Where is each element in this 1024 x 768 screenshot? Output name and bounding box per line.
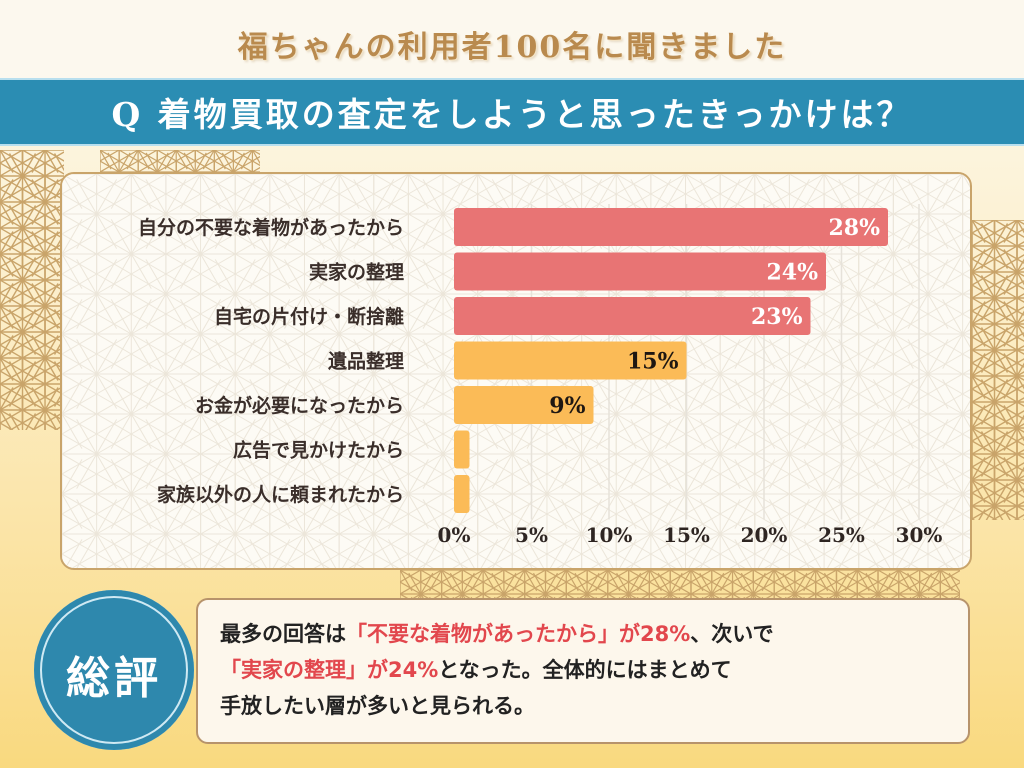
asanoha-bottom-decoration <box>400 570 960 600</box>
category-label: 遺品整理 <box>328 350 404 373</box>
asanoha-top-decoration <box>100 150 260 174</box>
summary-highlight-2: 「実家の整理」が24% <box>220 658 439 682</box>
asanoha-right-decoration <box>972 220 1024 520</box>
bar <box>454 475 470 513</box>
data-label: 23% <box>751 304 803 330</box>
category-label: 広告で見かけたから <box>233 439 404 462</box>
summary-line-1-text: 最多の回答は <box>220 622 346 646</box>
category-label: 実家の整理 <box>309 261 404 284</box>
bar <box>454 430 470 469</box>
bar <box>454 208 888 246</box>
summary-badge: 総評 <box>34 590 194 750</box>
x-tick-label: 15% <box>663 523 710 547</box>
bar <box>454 252 826 291</box>
summary-line-3: 手放したい層が多いと見られる。 <box>220 694 535 718</box>
bar <box>454 341 687 380</box>
x-tick-label: 30% <box>896 523 943 547</box>
top-band <box>0 0 1024 78</box>
category-label: 自分の不要な着物があったから <box>138 216 404 239</box>
bar-chart: 自分の不要な着物があったから 28% 実家の整理 24% 自宅の片付け・断捨離 23% 遺品… <box>138 204 943 547</box>
summary-box: 最多の回答は「不要な着物があったから」が28%、次いで 「実家の整理」が24%と… <box>196 598 970 744</box>
question-text: Q 着物買取の査定をしようと思ったきっかけは？ <box>111 95 913 134</box>
x-tick-label: 5% <box>515 523 548 547</box>
summary-line-2-tail: となった。全体的にはまとめて <box>438 658 732 682</box>
data-label: 15% <box>627 349 679 375</box>
headline: 福ちゃんの利用者100名に聞きました <box>237 30 787 65</box>
data-label: 28% <box>828 215 880 241</box>
bar <box>454 297 811 335</box>
summary-badge-label: 総評 <box>66 653 162 704</box>
summary-line-1-tail: 、次いで <box>690 622 774 646</box>
category-label: 自宅の片付け・断捨離 <box>214 305 404 328</box>
chart-panel: 自分の不要な着物があったから 28% 実家の整理 24% 自宅の片付け・断捨離 23% 遺品… <box>60 172 972 570</box>
x-tick-label: 20% <box>741 523 788 547</box>
summary-line-2: 「実家の整理」が24%となった。全体的にはまとめて <box>220 652 950 688</box>
x-tick-label: 10% <box>586 523 633 547</box>
x-tick-label: 25% <box>818 523 865 547</box>
summary-line-1: 最多の回答は「不要な着物があったから」が28%、次いで <box>220 616 950 652</box>
summary-text: 最多の回答は「不要な着物があったから」が28%、次いで 「実家の整理」が24%と… <box>220 616 950 724</box>
category-label: お金が必要になったから <box>195 394 404 417</box>
asanoha-left-decoration <box>0 150 64 430</box>
category-label: 家族以外の人に頼まれたから <box>157 483 404 506</box>
data-label: 9% <box>549 393 585 419</box>
question-banner: Q 着物買取の査定をしようと思ったきっかけは？ <box>0 78 1024 146</box>
summary-highlight-1: 「不要な着物があったから」が28% <box>346 622 691 646</box>
bar <box>454 386 594 424</box>
data-label: 24% <box>766 260 818 286</box>
x-tick-label: 0% <box>438 523 471 547</box>
